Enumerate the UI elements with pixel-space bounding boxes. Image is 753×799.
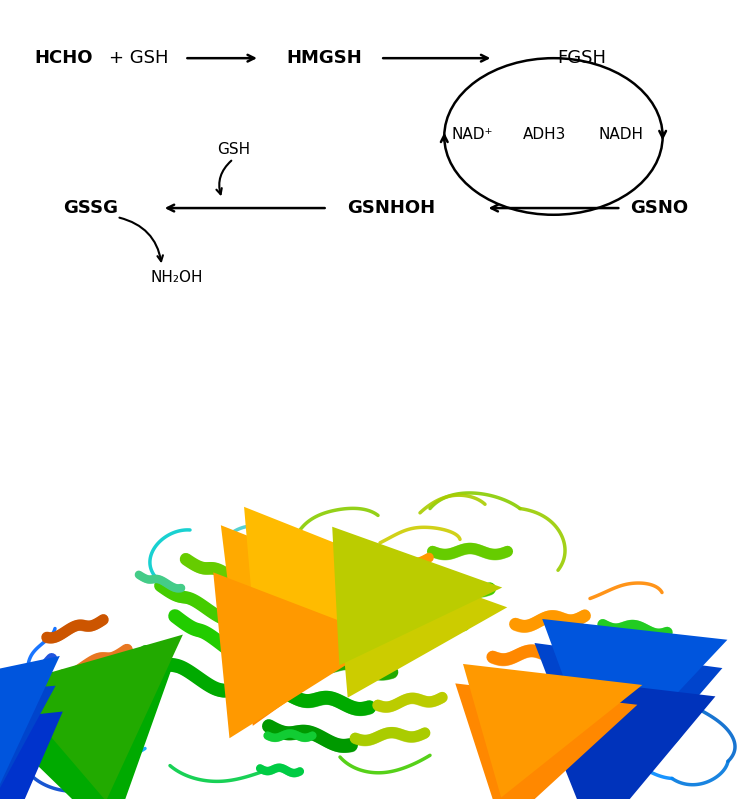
Text: NAD⁺: NAD⁺ (452, 127, 493, 141)
Text: NADH: NADH (599, 127, 644, 141)
Text: HMGSH: HMGSH (286, 50, 362, 67)
Text: ADH3: ADH3 (523, 127, 567, 141)
Text: GSNHOH: GSNHOH (347, 199, 436, 217)
Text: + GSH: + GSH (109, 50, 169, 67)
Text: GSNO: GSNO (630, 199, 688, 217)
FancyArrowPatch shape (120, 217, 163, 261)
Text: FGSH: FGSH (557, 50, 606, 67)
Text: NH₂OH: NH₂OH (151, 270, 203, 285)
Text: GSH: GSH (217, 142, 250, 157)
Text: GSSG: GSSG (62, 199, 118, 217)
FancyArrowPatch shape (216, 161, 231, 194)
Text: HCHO: HCHO (34, 50, 93, 67)
